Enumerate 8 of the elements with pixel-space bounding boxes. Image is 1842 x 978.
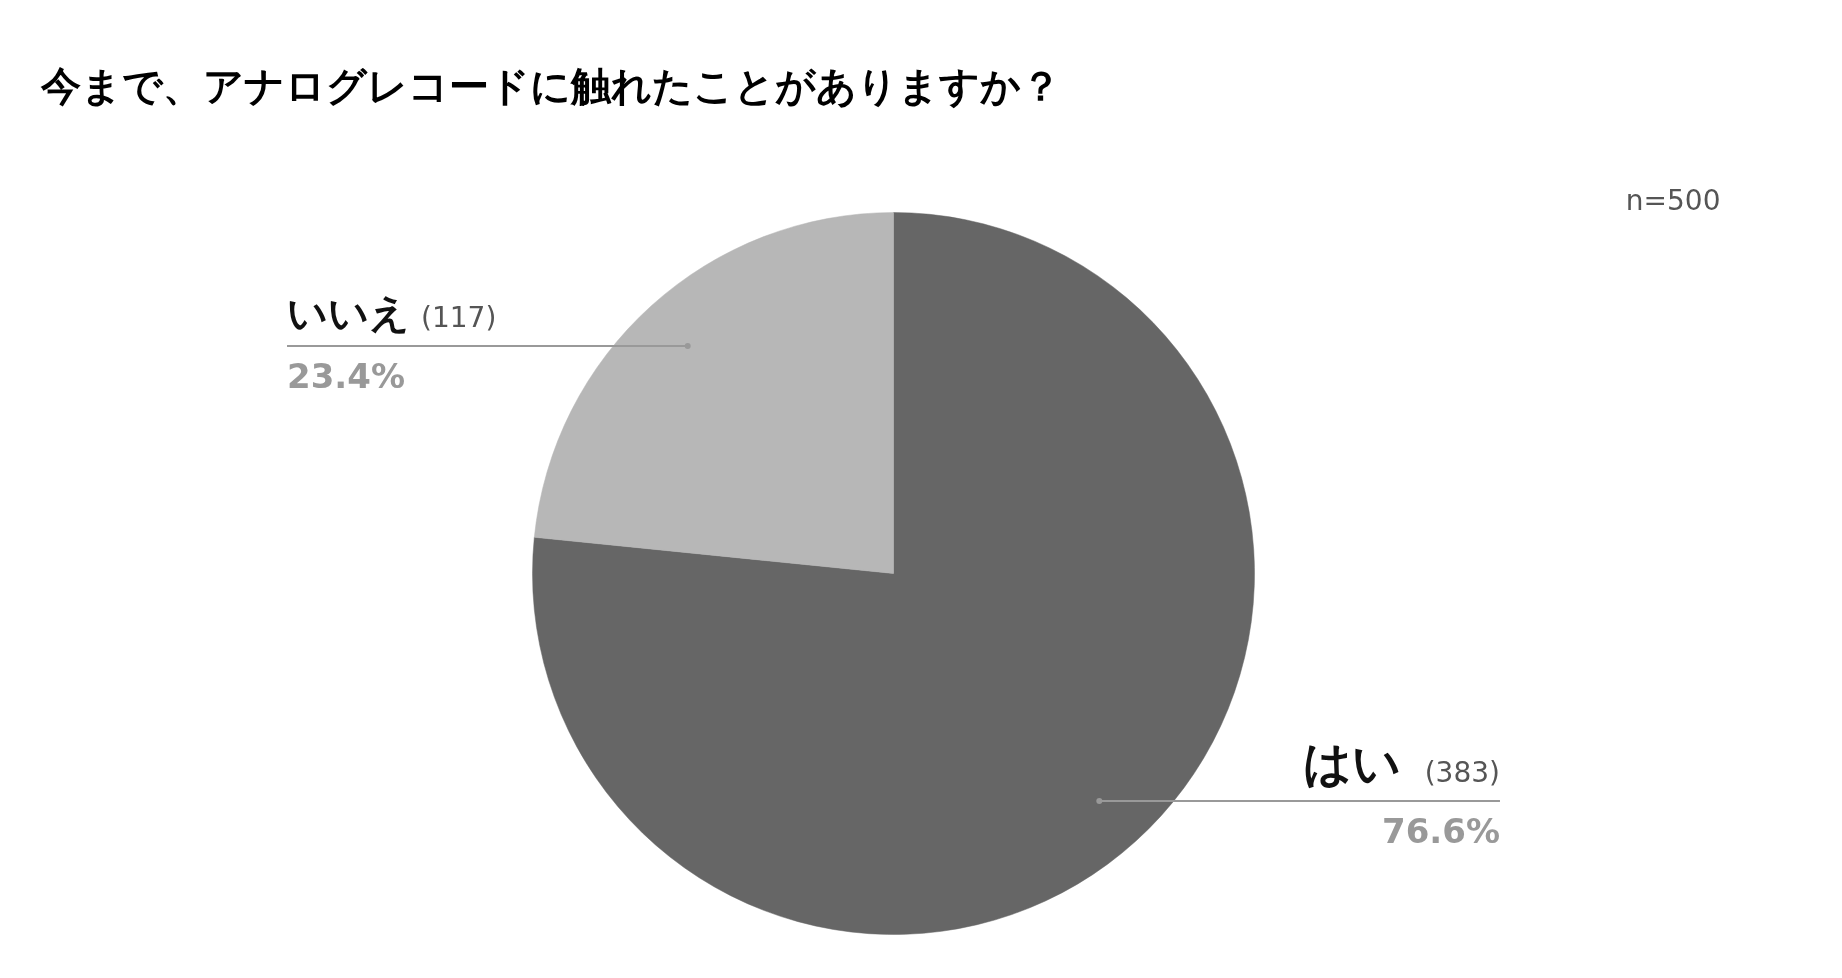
slice-label: はい	[1302, 735, 1401, 792]
text: 23.4%	[287, 355, 405, 396]
data-label: (383)	[1424, 756, 1500, 790]
chart-title: 今まで、アナログレコードに触れたことがありますか？	[39, 62, 1061, 109]
text: 76.6%	[1382, 811, 1500, 852]
data-label: (117)	[421, 300, 497, 334]
slice-label: いいえ	[287, 289, 411, 336]
text: n=500	[1625, 184, 1721, 217]
